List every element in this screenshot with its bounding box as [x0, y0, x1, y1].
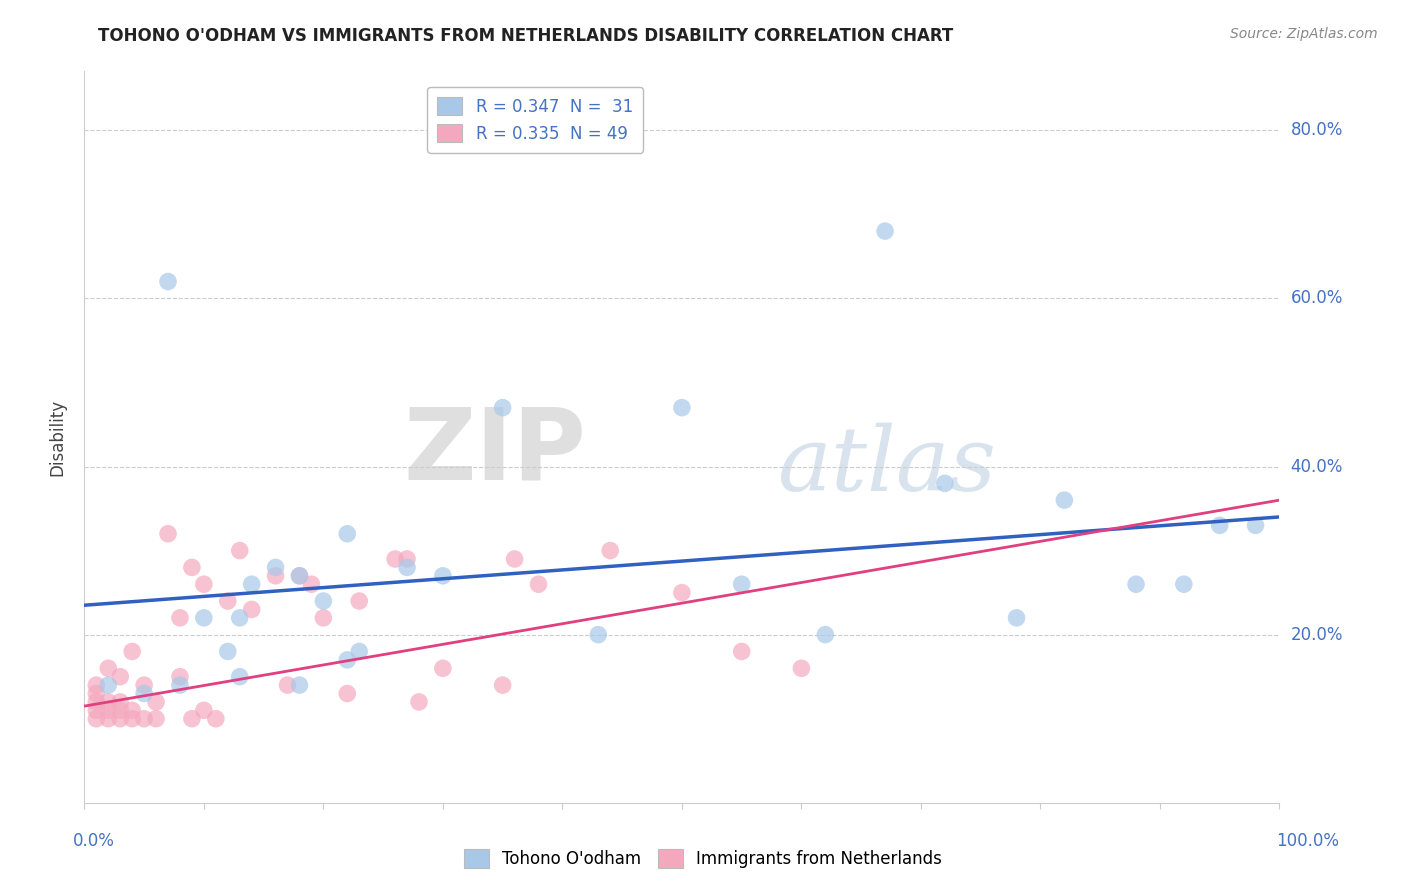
- Point: [193, 703, 215, 717]
- Text: 0.0%: 0.0%: [73, 832, 114, 850]
- Point: [934, 476, 956, 491]
- Point: [336, 653, 359, 667]
- Point: [86, 703, 108, 717]
- Point: [527, 577, 550, 591]
- Legend: Tohono O'odham, Immigrants from Netherlands: Tohono O'odham, Immigrants from Netherla…: [457, 843, 949, 875]
- Point: [229, 543, 252, 558]
- Point: [731, 577, 754, 591]
- Point: [1173, 577, 1195, 591]
- Text: 20.0%: 20.0%: [1291, 625, 1343, 644]
- Point: [731, 644, 754, 658]
- Point: [408, 695, 430, 709]
- Point: [110, 703, 132, 717]
- Point: [1053, 493, 1076, 508]
- Point: [277, 678, 299, 692]
- Point: [121, 644, 143, 658]
- Point: [264, 560, 287, 574]
- Point: [432, 661, 454, 675]
- Point: [396, 560, 419, 574]
- Point: [86, 678, 108, 692]
- Text: Source: ZipAtlas.com: Source: ZipAtlas.com: [1230, 27, 1378, 41]
- Point: [205, 712, 228, 726]
- Point: [110, 712, 132, 726]
- Point: [181, 712, 204, 726]
- Point: [132, 712, 156, 726]
- Point: [288, 569, 311, 583]
- Point: [432, 569, 454, 583]
- Point: [1209, 518, 1232, 533]
- Point: [145, 712, 167, 726]
- Point: [145, 695, 167, 709]
- Point: [588, 627, 610, 641]
- Point: [169, 678, 191, 692]
- Point: [86, 695, 108, 709]
- Point: [349, 644, 371, 658]
- Point: [1005, 611, 1028, 625]
- Point: [157, 526, 180, 541]
- Point: [503, 552, 526, 566]
- Text: 40.0%: 40.0%: [1291, 458, 1343, 475]
- Point: [240, 577, 263, 591]
- Point: [97, 695, 120, 709]
- Point: [229, 611, 252, 625]
- Point: [312, 611, 335, 625]
- Text: TOHONO O'ODHAM VS IMMIGRANTS FROM NETHERLANDS DISABILITY CORRELATION CHART: TOHONO O'ODHAM VS IMMIGRANTS FROM NETHER…: [98, 27, 953, 45]
- Point: [240, 602, 263, 616]
- Point: [336, 526, 359, 541]
- Point: [790, 661, 813, 675]
- Point: [671, 585, 693, 599]
- Point: [492, 678, 515, 692]
- Point: [169, 611, 191, 625]
- Point: [336, 686, 359, 700]
- Point: [97, 678, 120, 692]
- Point: [288, 678, 311, 692]
- Point: [671, 401, 693, 415]
- Point: [1244, 518, 1267, 533]
- Text: atlas: atlas: [778, 423, 997, 509]
- Y-axis label: Disability: Disability: [48, 399, 66, 475]
- Text: 60.0%: 60.0%: [1291, 289, 1343, 308]
- Point: [217, 644, 239, 658]
- Point: [229, 670, 252, 684]
- Point: [384, 552, 406, 566]
- Point: [169, 670, 191, 684]
- Point: [132, 678, 156, 692]
- Point: [97, 661, 120, 675]
- Point: [121, 712, 143, 726]
- Point: [110, 670, 132, 684]
- Point: [492, 401, 515, 415]
- Point: [396, 552, 419, 566]
- Legend: R = 0.347  N =  31, R = 0.335  N = 49: R = 0.347 N = 31, R = 0.335 N = 49: [427, 87, 643, 153]
- Point: [301, 577, 323, 591]
- Point: [349, 594, 371, 608]
- Point: [814, 627, 837, 641]
- Point: [288, 569, 311, 583]
- Text: 80.0%: 80.0%: [1291, 121, 1343, 139]
- Point: [86, 686, 108, 700]
- Point: [1125, 577, 1147, 591]
- Text: ZIP: ZIP: [404, 403, 586, 500]
- Point: [599, 543, 621, 558]
- Point: [157, 275, 180, 289]
- Point: [132, 686, 156, 700]
- Point: [193, 577, 215, 591]
- Point: [264, 569, 287, 583]
- Point: [86, 712, 108, 726]
- Point: [193, 611, 215, 625]
- Point: [181, 560, 204, 574]
- Point: [312, 594, 335, 608]
- Point: [110, 695, 132, 709]
- Point: [121, 703, 143, 717]
- Text: 100.0%: 100.0%: [1277, 832, 1340, 850]
- Point: [97, 703, 120, 717]
- Point: [217, 594, 239, 608]
- Point: [875, 224, 897, 238]
- Point: [97, 712, 120, 726]
